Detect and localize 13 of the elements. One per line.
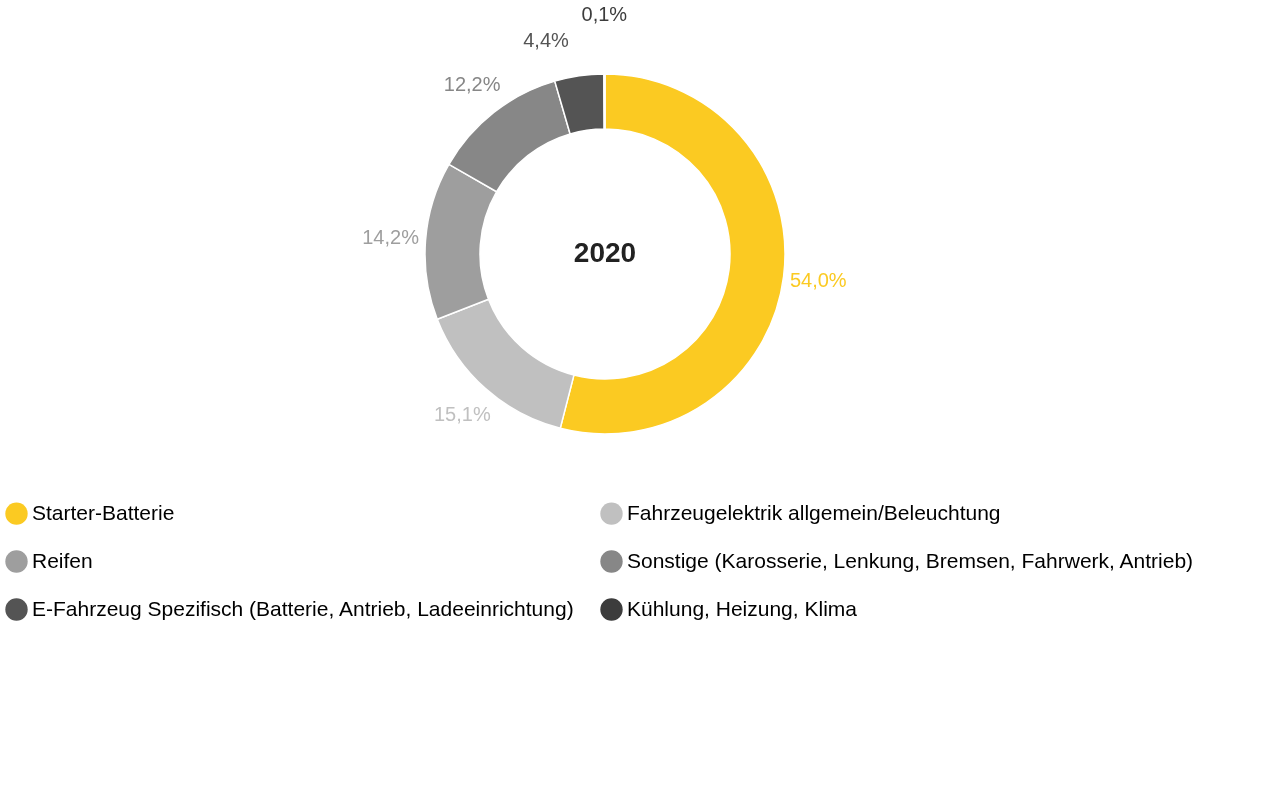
legend-label: Reifen [32, 548, 93, 572]
legend-label: Starter-Batterie [32, 500, 175, 524]
legend-label: Fahrzeugelektrik allgemein/Beleuchtung [627, 500, 1001, 524]
data-label: 15,1% [433, 402, 491, 425]
legend-label: Sonstige (Karosserie, Lenkung, Bremsen, Fahrwerk, Antrieb) [627, 548, 1194, 572]
text: 2020 [573, 237, 637, 268]
data-label: 12,2% [443, 72, 501, 95]
data-label: 14,2% [362, 225, 420, 248]
legend-label: E-Fahrzeug Spezifisch (Batterie, Antrieb, Ladeeinrichtung) [32, 596, 574, 620]
data-label: 4,4% [523, 29, 570, 52]
legend-label: Kühlung, Heizung, Klima [627, 596, 858, 620]
data-label: 0,1% [581, 3, 628, 25]
data-label: 54,0% [789, 268, 847, 291]
